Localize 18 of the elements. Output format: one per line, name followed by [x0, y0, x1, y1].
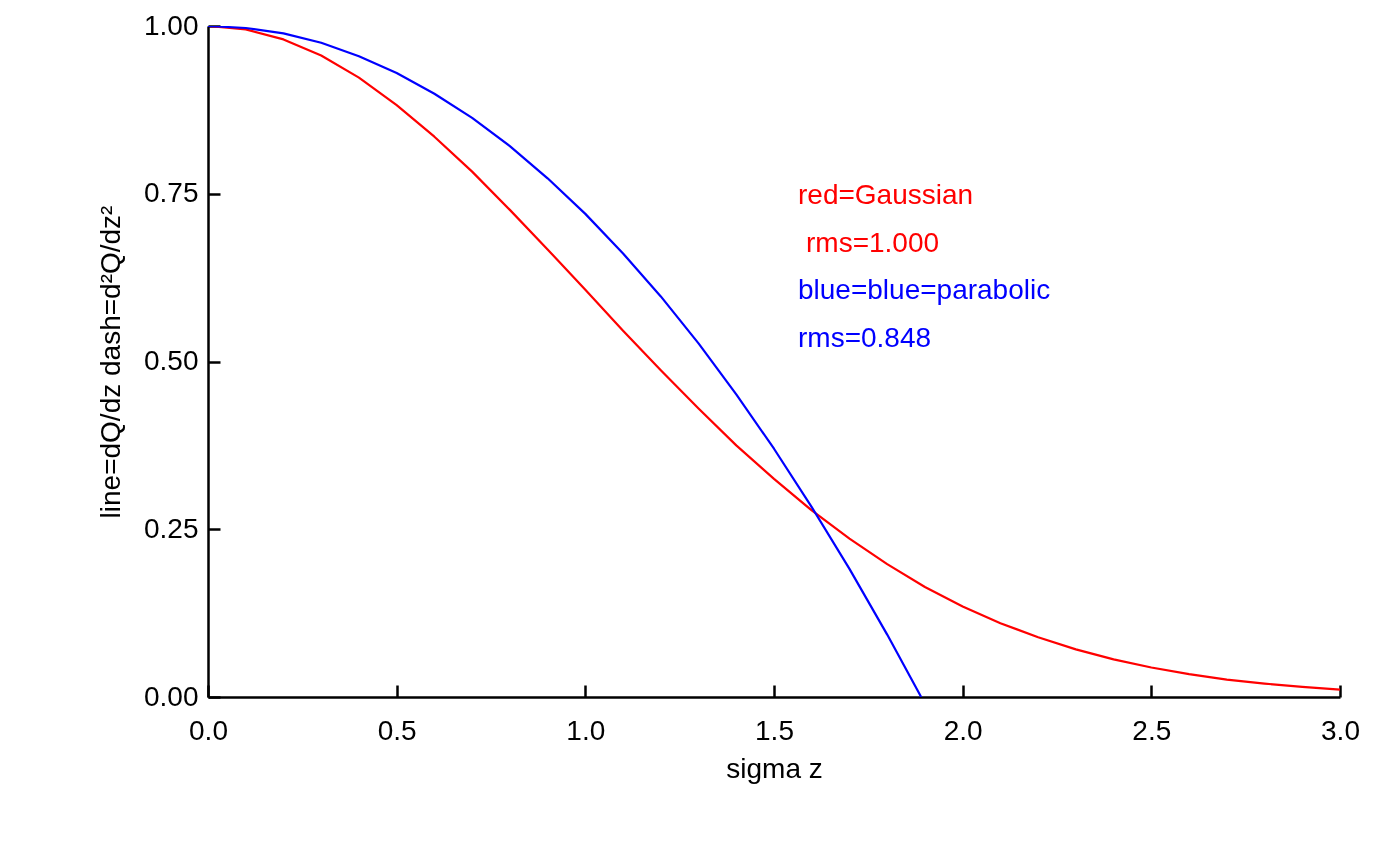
x-tick-label: 1.5: [755, 714, 794, 746]
x-tick-label: 2.0: [943, 714, 983, 746]
x-tick-label: 0.0: [189, 714, 228, 746]
x-tick-label: 2.5: [1132, 714, 1172, 746]
annotation: rms=1.000: [806, 226, 940, 258]
x-axis-title: sigma z: [726, 752, 823, 784]
annotation: red=Gaussian: [798, 179, 974, 210]
y-tick-label: 1.00: [144, 9, 199, 41]
y-tick-label: 0.75: [144, 177, 199, 209]
y-tick-label: 0.25: [144, 512, 199, 544]
y-tick-label: 0.50: [144, 345, 199, 376]
x-tick-label: 0.5: [377, 714, 417, 746]
y-axis-title: line=dQ/dz dash=d²Q/dz²: [95, 205, 126, 519]
x-tick-label: 3.0: [1321, 714, 1360, 746]
annotation: blue=blue=parabolic: [798, 274, 1051, 305]
annotation: rms=0.848: [798, 321, 932, 353]
x-tick-label: 1.0: [566, 714, 606, 746]
y-tick-label: 0.00: [144, 680, 199, 712]
